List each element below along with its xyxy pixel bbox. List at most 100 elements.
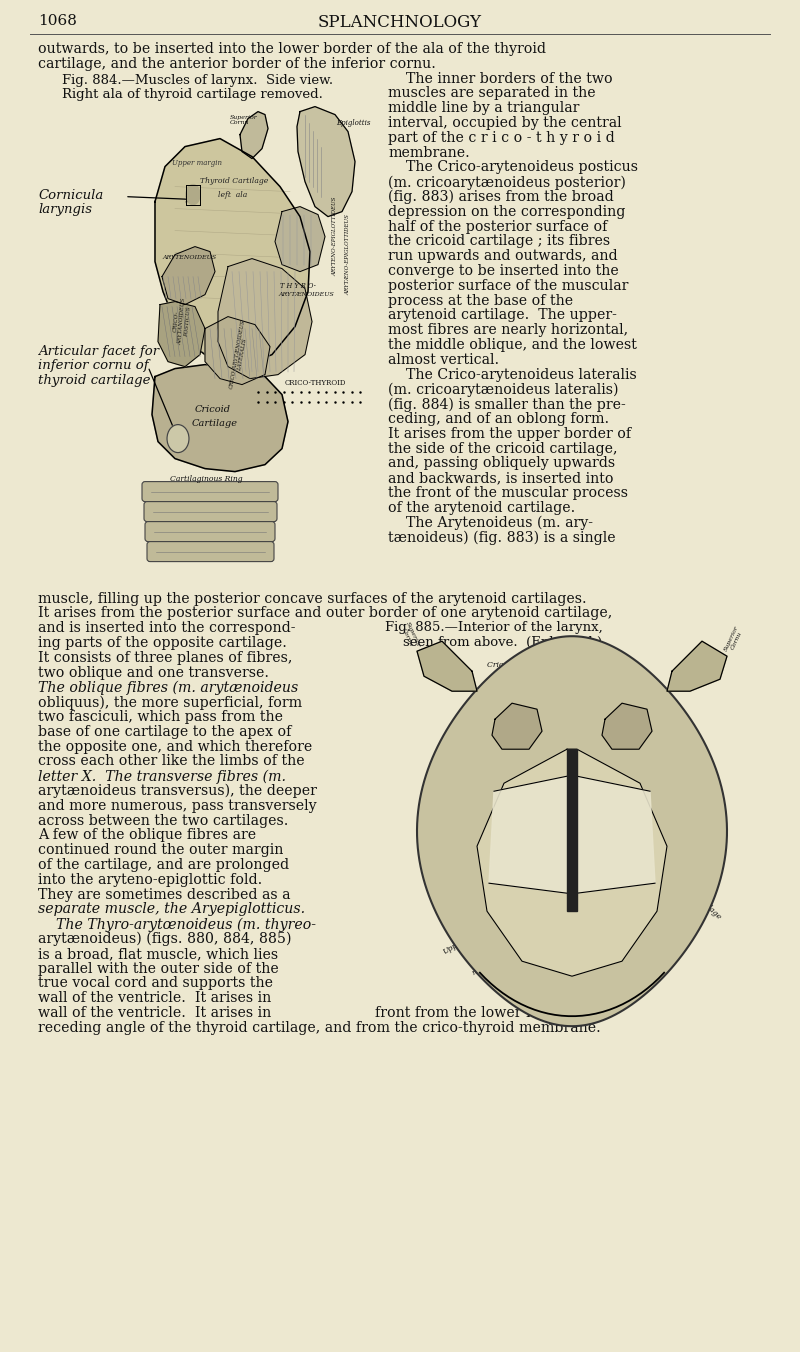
FancyBboxPatch shape bbox=[142, 481, 278, 502]
Text: cross each other like the limbs of the: cross each other like the limbs of the bbox=[38, 754, 305, 768]
Text: obliquus), the more superficial, form: obliquus), the more superficial, form bbox=[38, 695, 302, 710]
Text: THYRO-
ARYTÆNOIDEUS: THYRO- ARYTÆNOIDEUS bbox=[520, 827, 540, 884]
Text: The Thyro-arytœnoideus (m. thyreo-: The Thyro-arytœnoideus (m. thyreo- bbox=[38, 917, 316, 932]
Text: Fig. 885.—Interior of the larynx,: Fig. 885.—Interior of the larynx, bbox=[385, 621, 602, 634]
Polygon shape bbox=[417, 637, 727, 1026]
Text: Superior
Cornu: Superior Cornu bbox=[723, 625, 745, 654]
Text: Cricoid Cart.: Cricoid Cart. bbox=[487, 661, 537, 669]
Text: posterior surface of the muscular: posterior surface of the muscular bbox=[388, 279, 628, 293]
Text: (m. cricoarytænoideus lateralis): (m. cricoarytænoideus lateralis) bbox=[388, 383, 618, 396]
Text: CRICO-ARYTÆNOIDEUS
LATERALIS: CRICO-ARYTÆNOIDEUS LATERALIS bbox=[229, 319, 251, 391]
Text: Cricoid: Cricoid bbox=[195, 404, 231, 414]
Text: and, passing obliquely upwards: and, passing obliquely upwards bbox=[388, 457, 615, 470]
Text: Cartilage: Cartilage bbox=[676, 844, 704, 879]
Polygon shape bbox=[240, 112, 268, 158]
Text: The Arytenoideus (m. ary-: The Arytenoideus (m. ary- bbox=[388, 515, 593, 530]
Text: of the cartilage, and are prolonged: of the cartilage, and are prolonged bbox=[38, 859, 289, 872]
Polygon shape bbox=[602, 703, 652, 749]
Text: the opposite one, and which therefore: the opposite one, and which therefore bbox=[38, 740, 312, 753]
Text: CRICO-THYROID: CRICO-THYROID bbox=[285, 379, 346, 387]
Text: seen from above.  (Enlarged.): seen from above. (Enlarged.) bbox=[403, 635, 602, 649]
Text: They are sometimes described as a: They are sometimes described as a bbox=[38, 888, 290, 902]
Text: part of the c r i c o - t h y r o i d: part of the c r i c o - t h y r o i d bbox=[388, 131, 614, 145]
Polygon shape bbox=[477, 749, 667, 976]
Text: letter X.  The transverse fibres (m.: letter X. The transverse fibres (m. bbox=[38, 769, 286, 784]
Text: front from the lower half of the: front from the lower half of the bbox=[375, 1006, 599, 1019]
Text: Vocalis: Vocalis bbox=[640, 838, 654, 864]
Text: Rima: Rima bbox=[586, 776, 594, 796]
FancyBboxPatch shape bbox=[145, 522, 275, 542]
Text: inferior cornu of: inferior cornu of bbox=[38, 360, 149, 372]
Text: SPLANCHNOLOGY: SPLANCHNOLOGY bbox=[318, 14, 482, 31]
Text: tænoideus) (fig. 883) is a single: tænoideus) (fig. 883) is a single bbox=[388, 530, 616, 545]
Text: laryngis: laryngis bbox=[38, 203, 92, 216]
Text: L. Chorda: L. Chorda bbox=[623, 803, 641, 840]
Text: Cornicula: Cornicula bbox=[38, 188, 103, 201]
Text: (fig. 883) arises from the broad: (fig. 883) arises from the broad bbox=[388, 191, 614, 204]
Text: muscles are separated in the: muscles are separated in the bbox=[388, 87, 596, 100]
Text: Epiglottis: Epiglottis bbox=[336, 119, 370, 127]
Text: ARYTENO-EPIGLOTTIDEUS: ARYTENO-EPIGLOTTIDEUS bbox=[333, 197, 338, 276]
Text: into the aryteno-epiglottic fold.: into the aryteno-epiglottic fold. bbox=[38, 873, 262, 887]
Polygon shape bbox=[492, 703, 542, 749]
Text: outwards, to be inserted into the lower border of the ala of the thyroid: outwards, to be inserted into the lower … bbox=[38, 42, 546, 55]
Text: ARYTÆNDIDEUS: ARYTÆNDIDEUS bbox=[446, 765, 508, 773]
Text: receding angle of the thyroid cartilage, and from the crico-thyroid membrane.: receding angle of the thyroid cartilage,… bbox=[38, 1021, 601, 1034]
Text: ing parts of the opposite cartilage.: ing parts of the opposite cartilage. bbox=[38, 635, 287, 650]
Text: two fasciculi, which pass from the: two fasciculi, which pass from the bbox=[38, 710, 283, 725]
Text: parallel with the outer side of the: parallel with the outer side of the bbox=[38, 961, 278, 976]
Polygon shape bbox=[567, 749, 577, 911]
Text: thyroid cartilage: thyroid cartilage bbox=[38, 375, 150, 387]
Text: converge to be inserted into the: converge to be inserted into the bbox=[388, 264, 618, 279]
Text: Upper margin: Upper margin bbox=[172, 158, 222, 166]
Text: process at the base of the: process at the base of the bbox=[388, 293, 573, 308]
Text: Superior
Cornu: Superior Cornu bbox=[399, 622, 421, 652]
Text: The oblique fibres (m. arytænoideus: The oblique fibres (m. arytænoideus bbox=[38, 680, 298, 695]
Text: left  ala: left ala bbox=[218, 191, 247, 199]
Text: half of the posterior surface of: half of the posterior surface of bbox=[388, 219, 607, 234]
Text: ARYTÆNOIDEUS: ARYTÆNOIDEUS bbox=[278, 292, 334, 296]
Text: and backwards, is inserted into: and backwards, is inserted into bbox=[388, 472, 614, 485]
Text: run upwards and outwards, and: run upwards and outwards, and bbox=[388, 249, 618, 264]
Text: arytænoideus transversus), the deeper: arytænoideus transversus), the deeper bbox=[38, 784, 317, 799]
Text: (m. cricoarytænoideus posterior): (m. cricoarytænoideus posterior) bbox=[388, 176, 626, 189]
Text: ARYTENOIDEUS: ARYTENOIDEUS bbox=[162, 254, 216, 260]
Text: muscle, filling up the posterior concave surfaces of the arytenoid cartilages.: muscle, filling up the posterior concave… bbox=[38, 592, 586, 606]
Text: of the arytenoid cartilage.: of the arytenoid cartilage. bbox=[388, 500, 575, 515]
Text: base of one cartilage to the apex of: base of one cartilage to the apex of bbox=[38, 725, 291, 738]
Polygon shape bbox=[162, 246, 215, 304]
Text: most fibres are nearly horizontal,: most fibres are nearly horizontal, bbox=[388, 323, 628, 337]
Text: wall of the ventricle.  It arises in: wall of the ventricle. It arises in bbox=[38, 991, 271, 1005]
Text: The Crico-arytenoideus lateralis: The Crico-arytenoideus lateralis bbox=[388, 368, 637, 381]
Text: depression on the corresponding: depression on the corresponding bbox=[388, 204, 626, 219]
Text: is a broad, flat muscle, which lies: is a broad, flat muscle, which lies bbox=[38, 946, 278, 961]
Text: arytenoid cartilage.  The upper-: arytenoid cartilage. The upper- bbox=[388, 308, 617, 322]
Text: T H Y R O-: T H Y R O- bbox=[280, 281, 316, 289]
Text: and more numerous, pass transversely: and more numerous, pass transversely bbox=[38, 799, 317, 813]
Text: Thyroid Cartilage: Thyroid Cartilage bbox=[200, 177, 268, 185]
Text: It arises from the posterior surface and outer border of one arytenoid cartilage: It arises from the posterior surface and… bbox=[38, 607, 612, 621]
Polygon shape bbox=[297, 107, 355, 216]
Text: Arytenoid C.: Arytenoid C. bbox=[489, 702, 538, 710]
Text: 1068: 1068 bbox=[38, 14, 77, 28]
Text: Fig. 884.—Muscles of larynx.  Side view.: Fig. 884.—Muscles of larynx. Side view. bbox=[62, 73, 333, 87]
Text: A few of the oblique fibres are: A few of the oblique fibres are bbox=[38, 829, 256, 842]
Polygon shape bbox=[155, 139, 310, 365]
Text: arytænoideus) (figs. 880, 884, 885): arytænoideus) (figs. 880, 884, 885) bbox=[38, 932, 291, 946]
Text: the cricoid cartilage ; its fibres: the cricoid cartilage ; its fibres bbox=[388, 234, 610, 249]
Text: interval, occupied by the central: interval, occupied by the central bbox=[388, 116, 622, 130]
Text: Cartilaginous Ring: Cartilaginous Ring bbox=[170, 475, 242, 483]
Polygon shape bbox=[275, 207, 325, 272]
Text: almost vertical.: almost vertical. bbox=[388, 353, 499, 366]
Text: continued round the outer margin: continued round the outer margin bbox=[38, 844, 283, 857]
Text: middle line by a triangular: middle line by a triangular bbox=[388, 101, 579, 115]
Polygon shape bbox=[218, 258, 312, 379]
Polygon shape bbox=[417, 641, 477, 691]
Text: separate muscle, the Aryepiglotticus.: separate muscle, the Aryepiglotticus. bbox=[38, 902, 305, 917]
Text: Right ala of thyroid cartilage removed.: Right ala of thyroid cartilage removed. bbox=[62, 88, 323, 101]
Polygon shape bbox=[152, 365, 288, 472]
Text: margin: margin bbox=[470, 956, 498, 976]
Text: The Crico-arytenoideus posticus: The Crico-arytenoideus posticus bbox=[388, 161, 638, 174]
Text: the middle oblique, and the lowest: the middle oblique, and the lowest bbox=[388, 338, 637, 352]
Text: Cartilage: Cartilage bbox=[192, 419, 238, 427]
